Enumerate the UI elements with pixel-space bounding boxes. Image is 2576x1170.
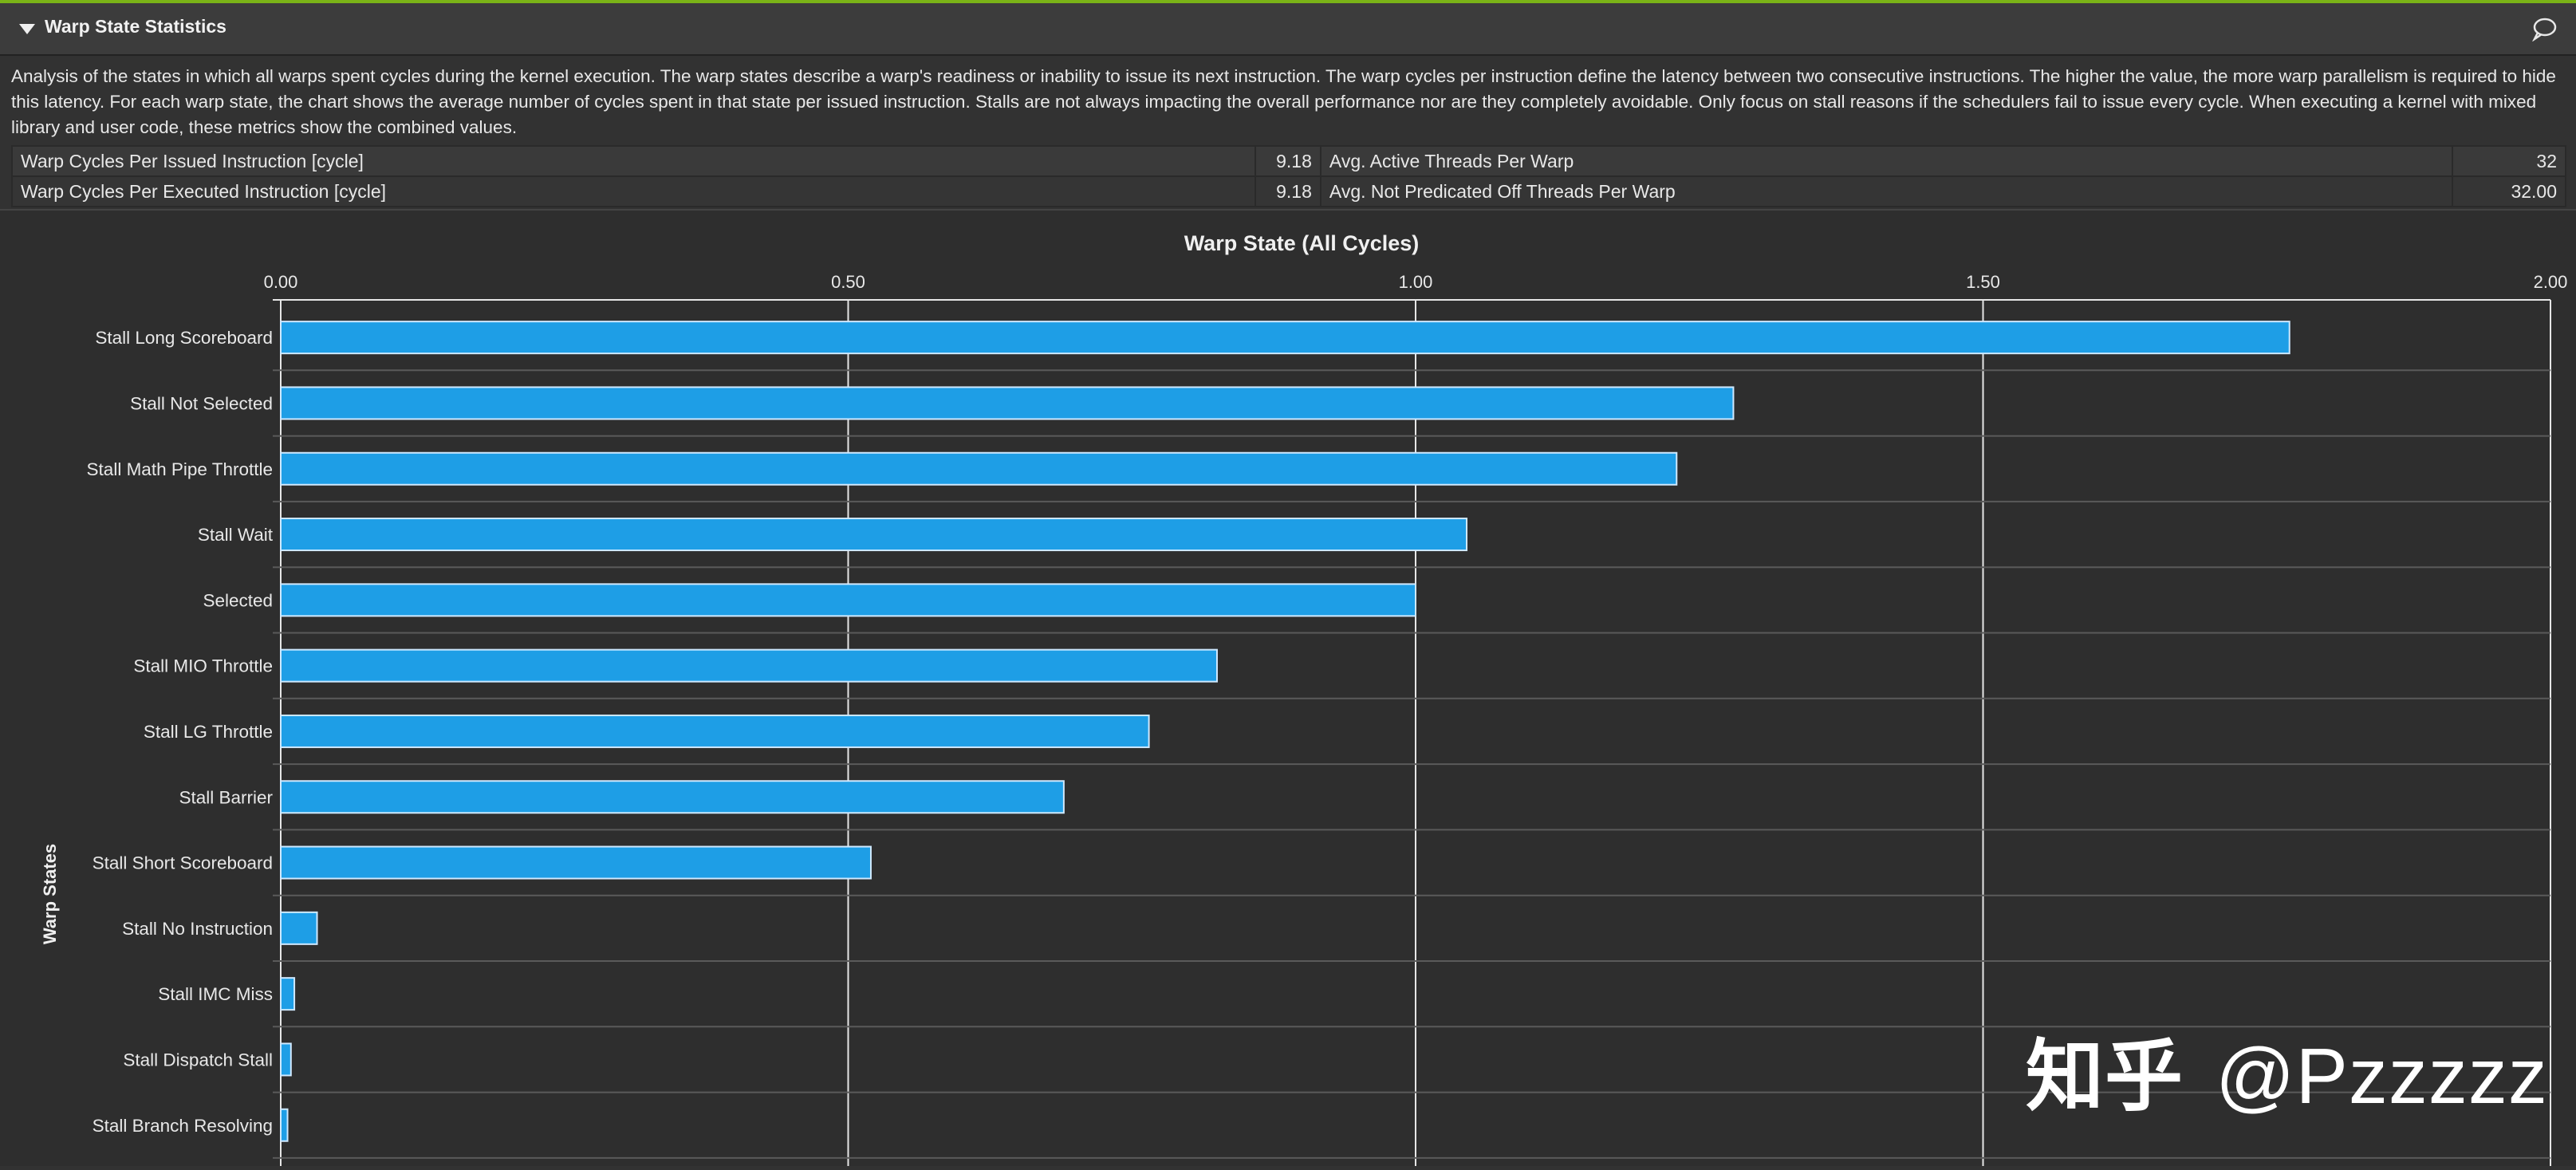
category-label: Stall No Instruction bbox=[122, 919, 273, 939]
category-label: Stall Long Scoreboard bbox=[95, 328, 273, 348]
bar-stall-no-instruction bbox=[280, 911, 318, 945]
category-label: Stall Wait bbox=[198, 525, 274, 545]
bar-stall-barrier bbox=[280, 780, 1065, 814]
category-label: Stall IMC Miss bbox=[158, 984, 273, 1004]
bar-stall-imc-miss bbox=[280, 977, 296, 1011]
top-accent-line bbox=[0, 0, 2576, 3]
category-label: Stall Not Selected bbox=[130, 393, 273, 413]
collapse-arrow-icon[interactable] bbox=[19, 24, 35, 34]
category-label: Stall Short Scoreboard bbox=[93, 853, 273, 873]
table-row: Warp Cycles Per Issued Instruction [cycl… bbox=[11, 145, 2566, 177]
section-description: Analysis of the states in which all warp… bbox=[11, 66, 2556, 137]
x-tick-label: 0.50 bbox=[831, 272, 865, 292]
bar-stall-wait bbox=[280, 518, 1468, 552]
metric-value: 9.18 bbox=[1254, 145, 1321, 177]
category-label: Stall MIO Throttle bbox=[133, 656, 273, 676]
bar-stall-branch-resolving bbox=[280, 1108, 289, 1142]
metric-label: Avg. Not Predicated Off Threads Per Warp bbox=[1319, 175, 2454, 207]
x-tick-label: 1.00 bbox=[1399, 272, 1433, 292]
watermark-user: @Pzzzzz bbox=[2216, 1032, 2548, 1120]
table-row: Warp Cycles Per Executed Instruction [cy… bbox=[11, 175, 2566, 207]
category-label: Stall Barrier bbox=[179, 787, 273, 807]
x-tick-label: 0.00 bbox=[264, 272, 298, 292]
metric-value: 9.18 bbox=[1254, 175, 1321, 207]
bar-stall-long-scoreboard bbox=[280, 321, 2290, 355]
bar-stall-lg-throttle bbox=[280, 714, 1150, 748]
bar-selected bbox=[280, 583, 1416, 617]
category-label: Stall Dispatch Stall bbox=[123, 1050, 273, 1070]
y-axis-title: Warp States bbox=[40, 844, 60, 944]
bar-stall-not-selected bbox=[280, 386, 1735, 420]
bar-stall-math-pipe-throttle bbox=[280, 451, 1678, 486]
section-title: Warp State Statistics bbox=[45, 16, 226, 37]
x-tick-label: 1.50 bbox=[1966, 272, 2000, 292]
comment-icon[interactable] bbox=[2530, 16, 2558, 41]
metric-value: 32.00 bbox=[2452, 175, 2566, 207]
bar-stall-mio-throttle bbox=[280, 648, 1218, 683]
metric-label: Warp Cycles Per Executed Instruction [cy… bbox=[11, 175, 1256, 207]
category-label: Stall Branch Resolving bbox=[93, 1116, 273, 1136]
metric-label: Avg. Active Threads Per Warp bbox=[1319, 145, 2454, 177]
chart-svg: Warp State (All Cycles) 0.00 0.50 1.00 1.50… bbox=[40, 231, 2568, 1166]
chart-title: Warp State (All Cycles) bbox=[1184, 231, 1420, 255]
bar-stall-dispatch-stall bbox=[280, 1042, 292, 1077]
category-label: Selected bbox=[203, 590, 273, 610]
category-label: Stall LG Throttle bbox=[144, 722, 273, 742]
watermark-zhihu: 知乎 bbox=[2026, 1031, 2184, 1122]
category-label: Stall Math Pipe Throttle bbox=[87, 459, 273, 479]
warp-state-chart: Warp State (All Cycles) 0.00 0.50 1.00 1.50… bbox=[0, 209, 2576, 1166]
watermark: 知乎 @Pzzzzz bbox=[2026, 1013, 2548, 1126]
metric-value: 32 bbox=[2452, 145, 2566, 177]
bar-stall-short-scoreboard bbox=[280, 845, 872, 880]
metric-label: Warp Cycles Per Issued Instruction [cycl… bbox=[11, 145, 1256, 177]
metrics-table: Warp Cycles Per Issued Instruction [cycl… bbox=[11, 145, 2566, 207]
section-header[interactable]: Warp State Statistics bbox=[0, 3, 2576, 56]
x-tick-label: 2.00 bbox=[2534, 272, 2568, 292]
